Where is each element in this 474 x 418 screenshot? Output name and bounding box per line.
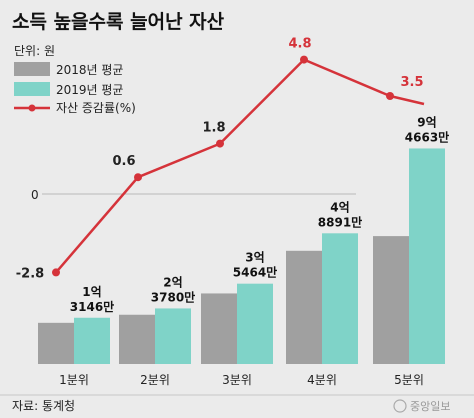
legend: 2018년 평균 2019년 평균 자산 증감률(%) xyxy=(14,62,136,115)
rate-value-label: 3.5 xyxy=(400,75,423,90)
bar-2019 xyxy=(409,148,445,364)
brand-icon xyxy=(393,399,407,413)
bar-2018 xyxy=(373,236,409,364)
bar-value-label: 4억 xyxy=(330,200,349,214)
legend-label-rate: 자산 증감률(%) xyxy=(56,101,136,115)
bar-value-label: 4663만 xyxy=(405,129,449,144)
bar-value-label: 2억 xyxy=(163,275,182,289)
rate-value-label: 0.6 xyxy=(112,154,135,169)
rate-point xyxy=(300,55,308,64)
bar-value-label: 3146만 xyxy=(70,299,114,314)
bar-2018 xyxy=(201,293,237,364)
bar-2019 xyxy=(74,317,110,364)
rate-value-label: 4.8 xyxy=(288,37,311,52)
unit-label: 단위: 원 xyxy=(14,44,55,58)
rate-point xyxy=(134,173,142,182)
legend-label-2019: 2019년 평균 xyxy=(56,83,123,97)
bar-2018 xyxy=(38,322,74,364)
legend-label-2018: 2018년 평균 xyxy=(56,63,123,77)
bar-value-label: 1억 xyxy=(82,285,101,299)
rate-point xyxy=(52,268,60,277)
bars xyxy=(38,148,445,364)
zero-line-group: 0 xyxy=(31,188,356,202)
rate-value-label: -2.8 xyxy=(16,266,44,281)
zero-label: 0 xyxy=(31,188,39,202)
rate-line: -2.8 0.6 1.8 4.8 3.5 xyxy=(16,37,425,281)
rate-point xyxy=(216,139,224,148)
bar-2019 xyxy=(237,283,273,364)
rate-line-tail xyxy=(389,94,425,106)
bar-2018 xyxy=(286,250,322,364)
bar-2018 xyxy=(119,314,155,364)
bar-value-label: 5464만 xyxy=(233,265,277,280)
legend-swatch-2018 xyxy=(14,62,50,76)
rate-value-label: 1.8 xyxy=(202,121,225,136)
bar-value-label: 3억 xyxy=(245,251,264,265)
source-label: 자료: 통계청 xyxy=(12,399,75,413)
category-label: 1분위 xyxy=(59,373,89,387)
bar-2019 xyxy=(155,308,191,364)
rate-point xyxy=(386,92,394,100)
category-label: 3분위 xyxy=(222,373,252,387)
bar-value-label: 9억 xyxy=(417,115,436,129)
category-label: 4분위 xyxy=(307,373,337,387)
legend-marker-rate xyxy=(28,104,36,112)
brand-logo: 중앙일보 xyxy=(393,399,450,413)
bar-value-label: 8891만 xyxy=(318,214,362,229)
brand-label: 중앙일보 xyxy=(410,399,450,413)
category-label: 2분위 xyxy=(140,373,170,387)
chart-title: 소득 높을수록 늘어난 자산 xyxy=(12,11,225,33)
category-label: 5분위 xyxy=(394,373,424,387)
bar-2019 xyxy=(322,233,358,364)
bar-value-label: 3780만 xyxy=(151,289,195,304)
legend-swatch-2019 xyxy=(14,82,50,96)
category-labels: 1분위 2분위 3분위 4분위 5분위 xyxy=(59,373,424,387)
